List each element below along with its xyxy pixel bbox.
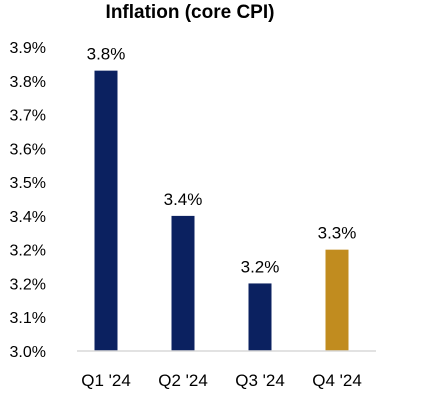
bar	[248, 283, 272, 351]
x-tick-label: Q4 '24	[312, 371, 362, 390]
y-tick-label: 3.8%	[10, 74, 46, 91]
bar	[325, 249, 349, 351]
bar	[171, 215, 195, 351]
data-labels: 3.8% 3.4% 3.2% 3.3%	[87, 45, 357, 277]
y-axis-tick-labels: 3.0% 3.1% 3.2% 3.2% 3.4% 3.5% 3.6% 3.7% 3.8% 3.9%	[10, 40, 46, 361]
chart-title: Inflation (core CPI)	[106, 2, 275, 23]
y-tick-label: 3.7%	[10, 108, 46, 125]
x-axis-tick-labels: Q1 '24 Q2 '24 Q3 '24 Q4 '24	[81, 371, 362, 390]
y-tick-label: 3.1%	[10, 310, 46, 327]
data-label: 3.4%	[164, 190, 203, 209]
y-tick-label: 3.2%	[10, 243, 46, 260]
x-tick-label: Q2 '24	[158, 371, 208, 390]
y-tick-label: 3.9%	[10, 40, 46, 57]
y-tick-label: 3.0%	[10, 344, 46, 361]
x-tick-label: Q1 '24	[81, 371, 131, 390]
bar	[94, 70, 118, 352]
y-tick-label: 3.6%	[10, 141, 46, 158]
bar-series	[94, 70, 349, 352]
y-tick-label: 3.4%	[10, 209, 46, 226]
y-tick-label: 3.5%	[10, 175, 46, 192]
data-label: 3.3%	[318, 224, 357, 243]
x-tick-label: Q3 '24	[235, 371, 285, 390]
data-label: 3.2%	[241, 257, 280, 276]
data-label: 3.8%	[87, 45, 126, 64]
y-tick-label: 3.2%	[10, 276, 46, 293]
